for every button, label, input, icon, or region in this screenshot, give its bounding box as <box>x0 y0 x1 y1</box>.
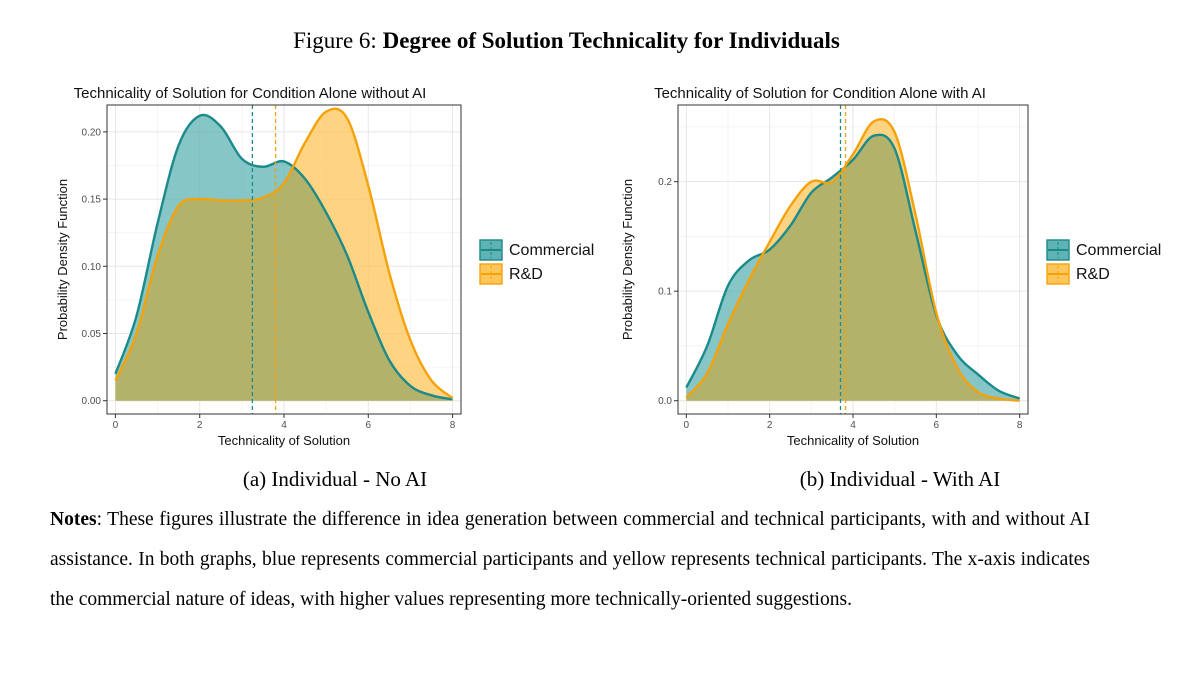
notes-label: Notes <box>50 509 97 530</box>
figure-title-text: Degree of Solution Technicality for Indi… <box>382 28 840 53</box>
chart-title: Technicality of Solution for Condition A… <box>654 85 986 102</box>
y-axis-label: Probability Density Function <box>55 179 70 340</box>
y-tick-label: 0.05 <box>82 329 102 340</box>
legend-label-commercial: Commercial <box>1076 242 1161 259</box>
plot-border <box>106 104 462 415</box>
x-tick-label: 4 <box>850 420 856 431</box>
density-line-rd <box>114 107 454 399</box>
plot-border <box>677 104 1029 415</box>
y-axis-label: Probability Density Function <box>620 179 635 340</box>
figure-notes: Notes: These figures illustrate the diff… <box>50 500 1090 620</box>
chart-panel-a: Technicality of Solution for Condition A… <box>55 85 594 448</box>
x-axis-label: Technicality of Solution <box>787 433 919 448</box>
caption-a: (a) Individual - No AI <box>242 467 428 491</box>
figure-label: Figure 6: <box>293 28 377 53</box>
chart-title: Technicality of Solution for Condition A… <box>74 85 427 102</box>
x-tick-label: 8 <box>1017 420 1023 431</box>
notes-text: : These figures illustrate the differenc… <box>50 509 1090 610</box>
density-overlap <box>686 134 1020 401</box>
legend-label-rd: R&D <box>1076 266 1110 283</box>
legend-label-rd: R&D <box>509 266 543 283</box>
x-tick-label: 8 <box>450 420 456 431</box>
x-tick-label: 0 <box>684 420 690 431</box>
density-line-commercial <box>685 133 1021 400</box>
y-tick-label: 0.10 <box>82 262 102 273</box>
x-axis-label: Technicality of Solution <box>218 433 350 448</box>
y-tick-label: 0.15 <box>82 195 102 206</box>
legend-label-commercial: Commercial <box>509 242 594 259</box>
x-tick-label: 2 <box>197 420 203 431</box>
chart-panel-b: Technicality of Solution for Condition A… <box>620 85 1161 448</box>
x-tick-label: 4 <box>281 420 287 431</box>
x-tick-label: 6 <box>366 420 372 431</box>
x-tick-label: 6 <box>934 420 940 431</box>
y-tick-label: 0.20 <box>82 127 102 138</box>
density-overlap <box>115 114 453 401</box>
density-line-rd <box>685 118 1020 402</box>
y-tick-label: 0.00 <box>82 396 102 407</box>
figure-title: Figure 6: Degree of Solution Technicalit… <box>0 28 1133 54</box>
x-tick-label: 2 <box>767 420 773 431</box>
y-tick-label: 0.2 <box>658 177 672 188</box>
caption-b: (b) Individual - With AI <box>799 467 1001 491</box>
y-tick-label: 0.0 <box>658 396 672 407</box>
density-line-commercial <box>114 113 453 401</box>
y-tick-label: 0.1 <box>658 287 672 298</box>
x-tick-label: 0 <box>113 420 119 431</box>
